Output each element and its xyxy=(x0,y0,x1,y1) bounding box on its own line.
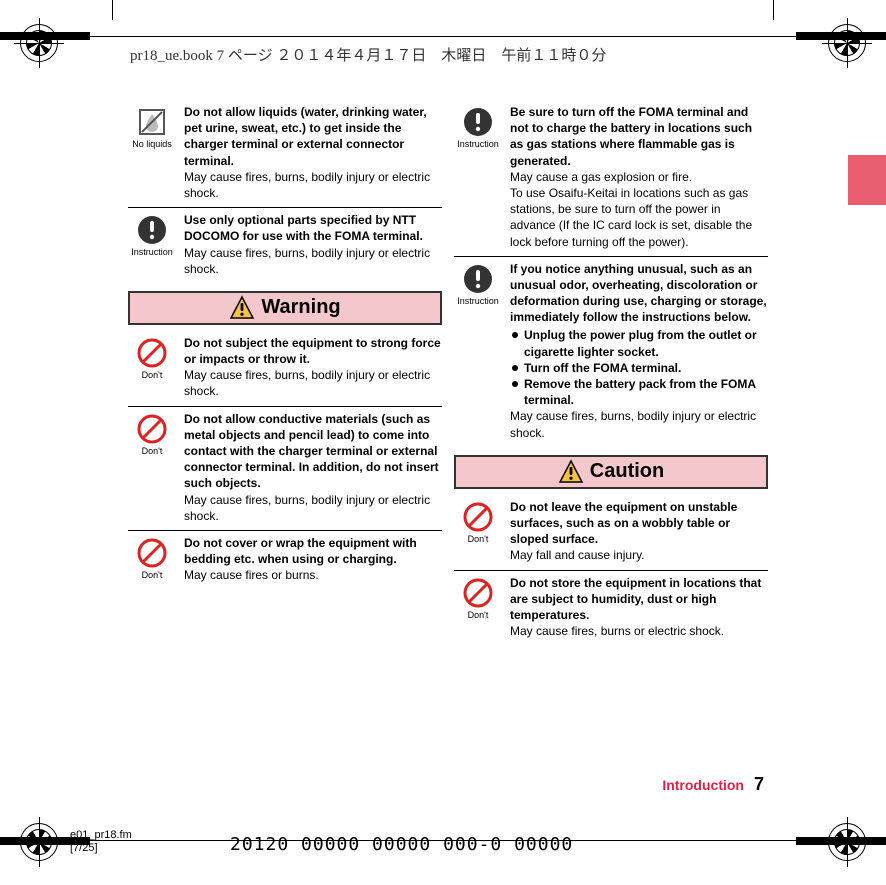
item-sub: May fall and cause injury. xyxy=(510,547,768,563)
dont-icon: Don't xyxy=(128,535,176,584)
crop-tick xyxy=(773,0,774,20)
registration-mark-tr xyxy=(828,24,866,62)
left-column: No liquids Do not allow liquids (water, … xyxy=(128,100,442,780)
safety-item: Instruction If you notice anything unusu… xyxy=(454,256,768,447)
book-header-line: pr18_ue.book 7 ページ ２０１４年４月１７日 木曜日 午前１１時０… xyxy=(130,44,606,65)
item-bold: Use only optional parts specified by NTT… xyxy=(184,212,442,244)
icon-label: Don't xyxy=(142,570,163,580)
dont-icon: Don't xyxy=(454,499,502,564)
item-body: Do not subject the equipment to strong f… xyxy=(184,335,442,400)
bullet: Turn off the FOMA terminal. xyxy=(510,360,768,376)
item-body: Do not allow liquids (water, drinking wa… xyxy=(184,104,442,201)
item-body: Do not cover or wrap the equipment with … xyxy=(184,535,442,584)
section-label: Introduction xyxy=(662,777,744,793)
item-sub: May cause fires or burns. xyxy=(184,567,442,583)
banner-label: Warning xyxy=(261,296,340,319)
item-sub: May cause fires, burns, bodily injury or… xyxy=(184,492,442,524)
icon-label: No liquids xyxy=(132,139,172,149)
item-bold: Do not cover or wrap the equipment with … xyxy=(184,535,442,567)
icon-label: Don't xyxy=(468,534,489,544)
safety-item: Instruction Use only optional parts spec… xyxy=(128,207,442,283)
crop-bar-tl xyxy=(0,32,90,40)
safety-item: Don't Do not store the equipment in loca… xyxy=(454,570,768,646)
bullet: Unplug the power plug from the outlet or… xyxy=(510,327,768,359)
item-bold: Do not subject the equipment to strong f… xyxy=(184,335,442,367)
content-area: No liquids Do not allow liquids (water, … xyxy=(128,100,768,780)
instruction-icon: Instruction xyxy=(128,212,176,277)
icon-label: Don't xyxy=(468,610,489,620)
crop-bar-tr xyxy=(796,32,886,40)
safety-item: Don't Do not subject the equipment to st… xyxy=(128,331,442,406)
item-bold: Be sure to turn off the FOMA terminal an… xyxy=(510,104,768,169)
safety-item: Don't Do not allow conductive materials … xyxy=(128,406,442,530)
safety-item: Don't Do not cover or wrap the equipment… xyxy=(128,530,442,590)
banner-label: Caution xyxy=(590,460,664,483)
item-bullets: Unplug the power plug from the outlet or… xyxy=(510,327,768,408)
file-name: e01_pr18.fm xyxy=(70,829,132,842)
item-bold: If you notice anything unusual, such as … xyxy=(510,261,768,326)
footer-code: 20120 00000 00000 000-0 00000 xyxy=(230,834,573,855)
crop-tick xyxy=(112,0,113,20)
dont-icon: Don't xyxy=(128,411,176,524)
safety-item: Don't Do not leave the equipment on unst… xyxy=(454,495,768,570)
item-bold: Do not leave the equipment on unstable s… xyxy=(510,499,768,548)
icon-label: Instruction xyxy=(131,247,173,257)
instruction-icon: Instruction xyxy=(454,104,502,250)
warning-triangle-icon xyxy=(229,295,255,321)
item-sub: May cause fires, burns, bodily injury or… xyxy=(184,169,442,201)
registration-mark-tl xyxy=(20,24,58,62)
item-body: Do not leave the equipment on unstable s… xyxy=(510,499,768,564)
footer-file: e01_pr18.fm [7/25] xyxy=(70,829,132,855)
item-sub: May cause fires, burns or electric shock… xyxy=(510,623,768,639)
safety-item: Instruction Be sure to turn off the FOMA… xyxy=(454,100,768,256)
section-tab xyxy=(848,155,886,205)
item-body: Be sure to turn off the FOMA terminal an… xyxy=(510,104,768,250)
item-sub: May cause a gas explosion or fire. To us… xyxy=(510,169,768,250)
item-bold: Do not store the equipment in locations … xyxy=(510,575,768,624)
dont-icon: Don't xyxy=(128,335,176,400)
icon-label: Don't xyxy=(142,446,163,456)
item-body: Do not store the equipment in locations … xyxy=(510,575,768,640)
bullet: Remove the battery pack from the FOMA te… xyxy=(510,376,768,408)
no-liquids-icon: No liquids xyxy=(128,104,176,201)
icon-label: Don't xyxy=(142,370,163,380)
warning-banner: Warning xyxy=(128,291,442,325)
header-rule xyxy=(0,36,886,37)
caution-banner: Caution xyxy=(454,455,768,489)
item-sub: May cause fires, burns, bodily injury or… xyxy=(510,408,768,440)
icon-label: Instruction xyxy=(457,139,499,149)
warning-triangle-icon xyxy=(558,459,584,485)
footer-section: Introduction 7 xyxy=(662,774,764,795)
right-column: Instruction Be sure to turn off the FOMA… xyxy=(454,100,768,780)
item-body: Do not allow conductive materials (such … xyxy=(184,411,442,524)
safety-item: No liquids Do not allow liquids (water, … xyxy=(128,100,442,207)
item-sub: May cause fires, burns, bodily injury or… xyxy=(184,245,442,277)
item-body: Use only optional parts specified by NTT… xyxy=(184,212,442,277)
file-page: [7/25] xyxy=(70,842,132,855)
item-body: If you notice anything unusual, such as … xyxy=(510,261,768,441)
crop-bar-br xyxy=(796,837,886,845)
item-bold: Do not allow liquids (water, drinking wa… xyxy=(184,104,442,169)
item-sub: May cause fires, burns, bodily injury or… xyxy=(184,367,442,399)
dont-icon: Don't xyxy=(454,575,502,640)
item-bold: Do not allow conductive materials (such … xyxy=(184,411,442,492)
instruction-icon: Instruction xyxy=(454,261,502,441)
page-number: 7 xyxy=(754,774,764,795)
icon-label: Instruction xyxy=(457,296,499,306)
